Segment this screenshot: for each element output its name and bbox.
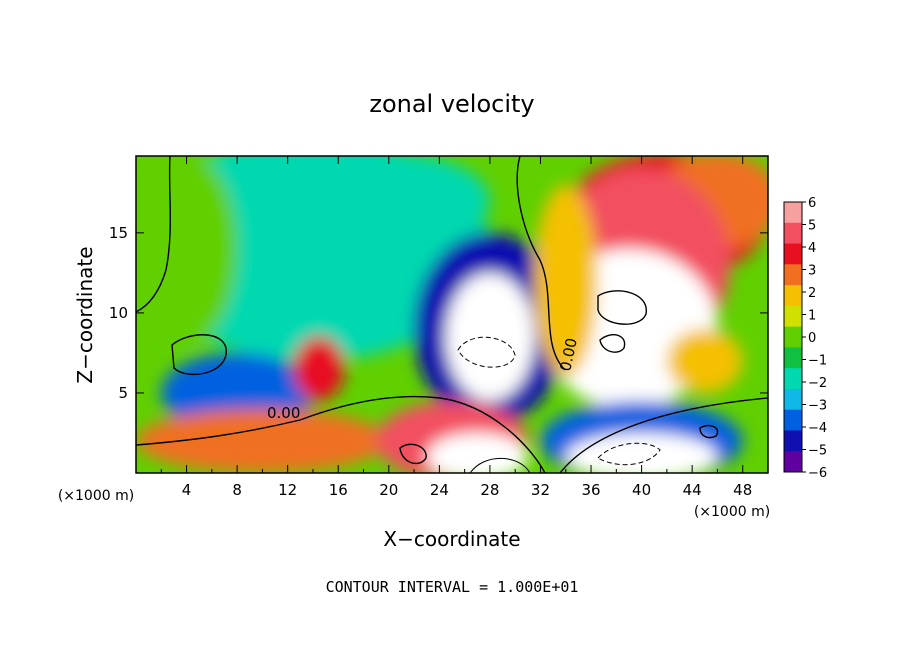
y-tick-label: 5 [118,384,128,402]
x-tick-label: 44 [683,481,702,499]
colorbar-label: −1 [808,354,827,369]
colorbar-label: −2 [808,376,827,391]
velocity-region [294,336,345,401]
colorbar-label: 5 [808,219,816,234]
chart-title: zonal velocity [369,90,534,118]
colorbar-cell [784,264,802,286]
x-tick-label: 40 [632,481,651,499]
y-axis: 5 10 15 [109,224,768,402]
velocity-region [287,156,490,249]
x-unit-right: (×1000 m) [694,504,770,520]
colorbar-cell [784,409,802,431]
colorbar-cell [784,347,802,369]
colorbar-label: −4 [808,421,827,436]
x-tick-label: 4 [182,481,192,499]
colorbar-cell [784,326,802,348]
colorbar-cell [784,285,802,307]
x-tick-label: 24 [430,481,449,499]
velocity-region [666,328,743,393]
velocity-region [426,432,528,473]
colorbar-label: 2 [808,286,816,301]
contour-line [136,395,546,473]
contour-line [597,442,661,466]
colorbar-cell [784,202,802,224]
colorbar: 6 5 4 3 2 1 0 −1 −2 −3 −4 −5 −6 [783,196,827,481]
plot-area: 0.00 0.00 [135,155,769,474]
contour-line [599,334,626,353]
velocity-region [565,432,718,473]
colorbar-cell [784,430,802,452]
x-tick-label: 48 [733,481,752,499]
colorbar-label: 1 [808,309,816,324]
colorbar-label: −3 [808,399,827,414]
x-axis: 4 8 12 16 20 24 28 32 36 40 44 48 [160,156,752,499]
x-tick-label: 8 [232,481,242,499]
colorbar-label: 0 [808,331,816,346]
y-tick-label: 15 [109,224,128,242]
contour-line [699,424,719,439]
colorbar-label: −6 [808,466,827,481]
colorbar-label: 4 [808,241,816,256]
velocity-field [136,156,768,473]
contour-line [469,457,531,473]
velocity-region [445,272,535,401]
colorbar-cell [784,243,802,265]
velocity-region [136,156,238,345]
colorbar-cell [784,388,802,411]
colorbar-cell [784,222,802,245]
x-tick-label: 28 [480,481,499,499]
contour-lines [136,156,768,473]
colorbar-label: 3 [808,264,816,279]
colorbar-label: −5 [808,444,827,459]
velocity-region [136,408,389,473]
x-tick-label: 16 [329,481,348,499]
x-tick-label: 32 [531,481,550,499]
colorbar-cell [784,368,802,390]
contour-line [457,336,516,368]
x-tick-label: 12 [278,481,297,499]
contour-line [559,397,768,473]
plot-frame [135,155,769,474]
colorbar-cell [784,305,802,328]
contour-line [171,334,227,376]
x-tick-label: 36 [581,481,600,499]
x-tick-label: 20 [379,481,398,499]
contour-label: 0.00 [267,404,300,422]
y-axis-label: Z−coordinate [73,246,97,383]
contour-line [516,156,566,371]
colorbar-cell [784,451,802,473]
contour-line [597,290,647,325]
contour-interval-note: CONTOUR INTERVAL = 1.000E+01 [326,578,579,596]
contour-line [399,443,427,465]
contour-line [136,156,171,313]
x-unit-left: (×1000 m) [58,488,134,504]
y-tick-label: 10 [109,304,128,322]
colorbar-label: 6 [808,196,816,211]
x-axis-label: X−coordinate [383,527,520,551]
